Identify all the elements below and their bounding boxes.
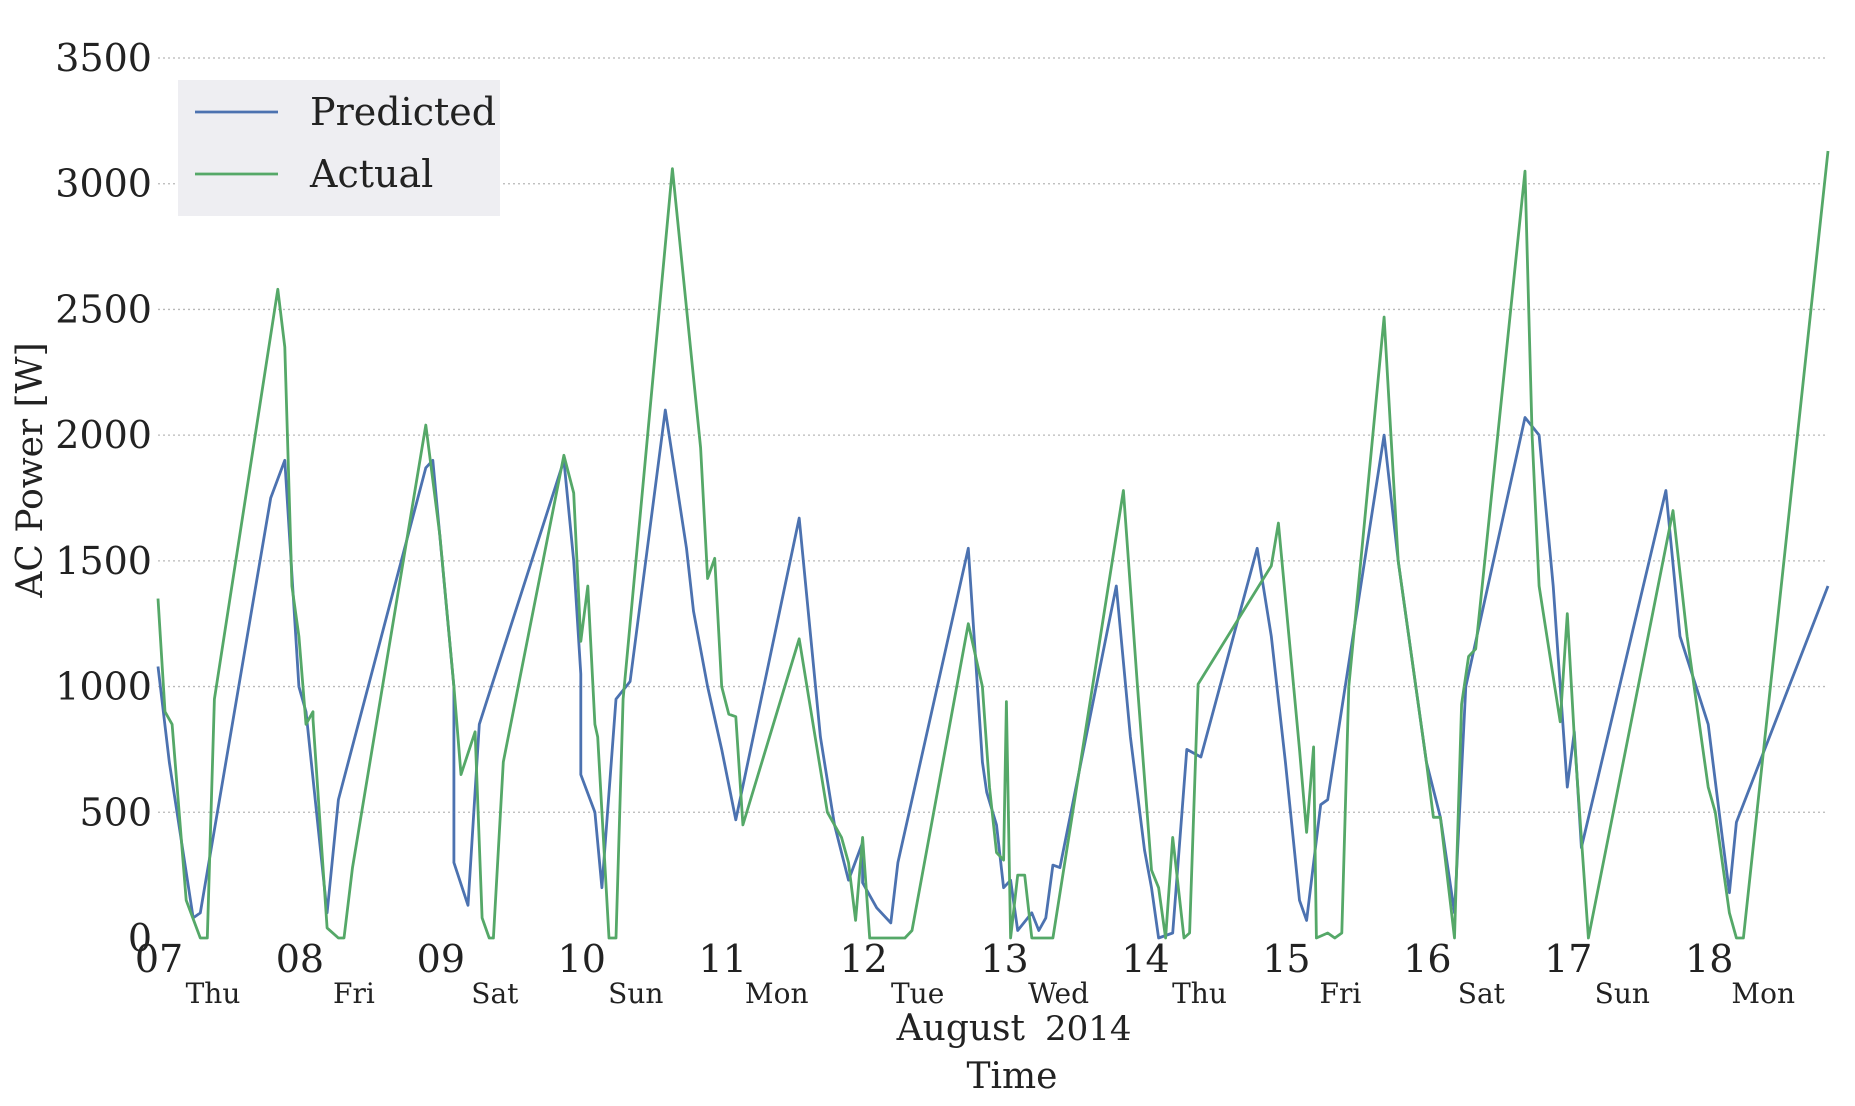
x-axis-year-label: 2014	[1045, 1009, 1132, 1049]
x-tick-weekday-07: Thu	[186, 977, 241, 1010]
legend-label-predicted: Predicted	[310, 90, 496, 134]
x-tick-date-13: 13	[980, 937, 1028, 981]
x-tick-date-15: 15	[1262, 937, 1310, 981]
y-tick-label-2500: 2500	[55, 287, 152, 331]
x-tick-weekday-10: Sun	[608, 977, 663, 1010]
x-tick-weekday-12: Tue	[891, 977, 944, 1010]
x-tick-date-11: 11	[699, 937, 747, 981]
x-tick-date-08: 08	[276, 937, 324, 981]
series-line-actual	[156, 150, 1830, 940]
y-tick-label-1500: 1500	[55, 539, 152, 583]
x-tick-weekday-11: Mon	[745, 977, 809, 1010]
x-tick-weekday-16: Sat	[1458, 977, 1506, 1010]
x-tick-weekday-09: Sat	[471, 977, 519, 1010]
y-axis-label: AC Power [W]	[10, 342, 51, 598]
x-tick-weekday-18: Mon	[1731, 977, 1795, 1010]
y-tick-label-1000: 1000	[55, 665, 152, 709]
x-tick-weekday-15: Fri	[1320, 977, 1362, 1010]
x-tick-weekday-17: Sun	[1595, 977, 1650, 1010]
y-tick-label-500: 500	[79, 790, 152, 834]
x-tick-date-14: 14	[1121, 937, 1169, 981]
x-tick-date-09: 09	[417, 937, 465, 981]
series-line-predicted	[156, 408, 1830, 940]
x-tick-date-17: 17	[1544, 937, 1592, 981]
x-tick-weekday-08: Fri	[333, 977, 375, 1010]
x-tick-date-07: 07	[135, 937, 183, 981]
series-lines	[156, 150, 1830, 940]
x-axis-month-label: August	[896, 1008, 1026, 1049]
y-tick-label-2000: 2000	[55, 413, 152, 457]
x-tick-labels: 07Thu08Fri09Sat10Sun11Mon12Tue13Wed14Thu…	[135, 937, 1795, 1010]
y-tick-labels: 0 500 1000 1500 2000 2500 3000 3500	[55, 36, 152, 960]
x-tick-date-12: 12	[839, 937, 887, 981]
x-tick-weekday-13: Wed	[1028, 977, 1089, 1010]
y-tick-label-3500: 3500	[55, 36, 152, 80]
x-tick-date-18: 18	[1685, 937, 1733, 981]
x-tick-date-10: 10	[558, 937, 606, 981]
legend: Predicted Actual	[178, 80, 500, 216]
x-tick-weekday-14: Thu	[1172, 977, 1227, 1010]
x-axis-label: Time	[967, 1056, 1058, 1097]
legend-label-actual: Actual	[309, 152, 433, 196]
y-tick-label-3000: 3000	[55, 162, 152, 206]
x-tick-date-16: 16	[1403, 937, 1451, 981]
y-tick-label-0: 0	[128, 916, 152, 960]
legend-background	[178, 80, 500, 216]
